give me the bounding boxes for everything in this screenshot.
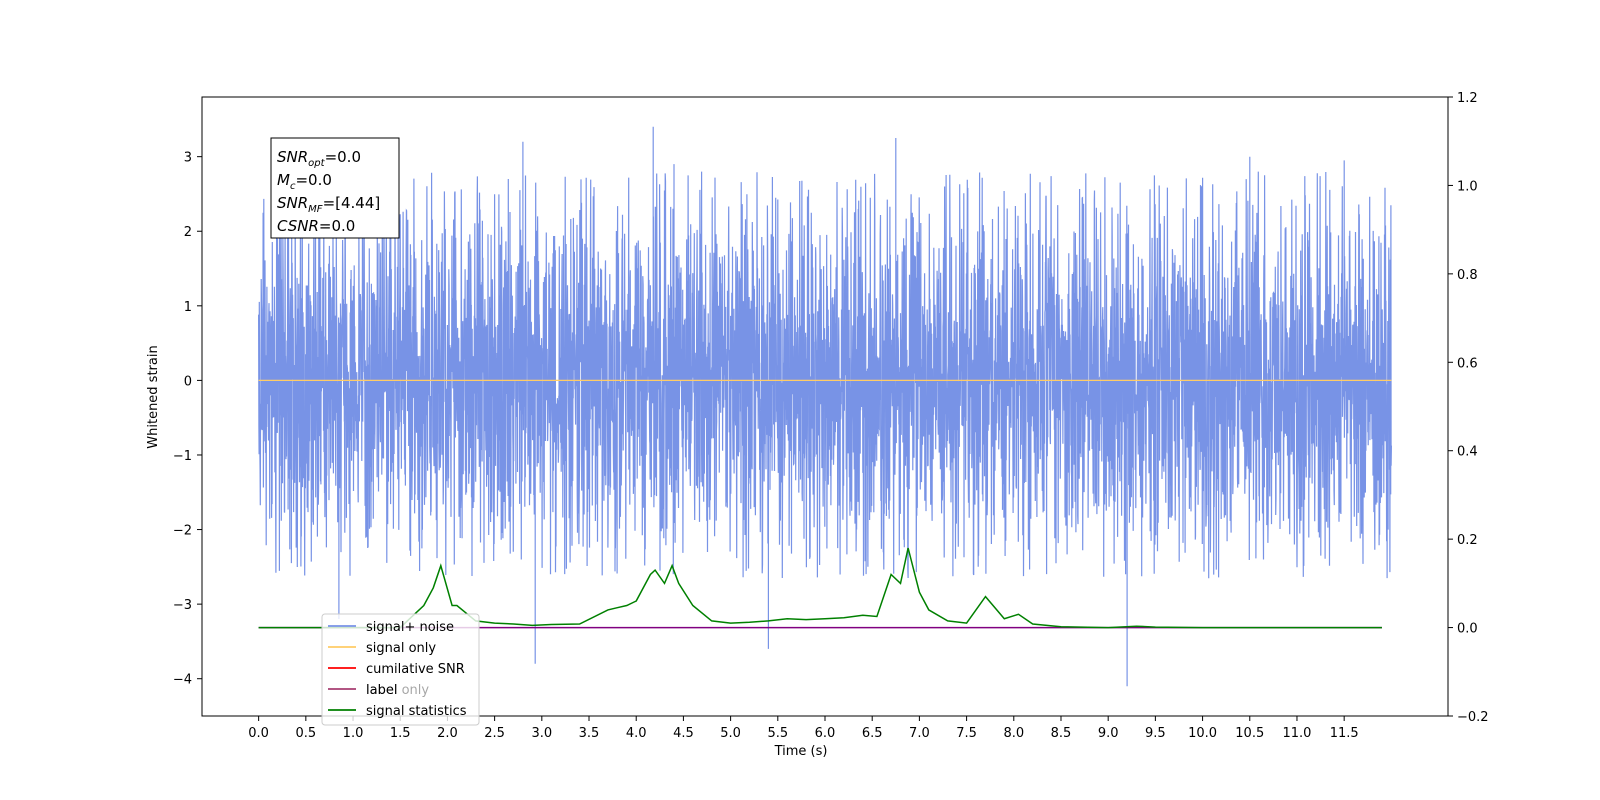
y2-tick-label: 1.0 bbox=[1457, 179, 1478, 194]
x-tick-label: 4.0 bbox=[626, 726, 647, 741]
x-tick-label: 10.0 bbox=[1188, 726, 1217, 741]
y-tick-label: 3 bbox=[184, 151, 192, 166]
y-tick-label: −2 bbox=[173, 524, 192, 539]
x-tick-label: 5.0 bbox=[720, 726, 741, 741]
y2-tick-label: 0.8 bbox=[1457, 268, 1478, 283]
x-tick-label: 0.0 bbox=[248, 726, 269, 741]
legend-item: cumilative SNR bbox=[328, 662, 465, 677]
y2-tick-label: 1.2 bbox=[1457, 91, 1478, 106]
x-tick-label: 9.5 bbox=[1145, 726, 1166, 741]
legend: signal+ noise signal only cumilative SNR la… bbox=[321, 613, 480, 726]
legend-label: signal+ noise bbox=[366, 620, 454, 635]
x-tick-label: 6.0 bbox=[815, 726, 836, 741]
info-line: CSNR=0.0 bbox=[277, 217, 355, 235]
x-tick-label: 11.0 bbox=[1282, 726, 1311, 741]
x-tick-label: 9.0 bbox=[1098, 726, 1119, 741]
x-tick-label: 5.5 bbox=[767, 726, 788, 741]
legend-label: label bbox=[366, 683, 397, 698]
x-tick-label: 8.0 bbox=[1003, 726, 1024, 741]
y-tick-label: −1 bbox=[173, 449, 192, 464]
x-tick-label: 1.0 bbox=[343, 726, 364, 741]
y2-tick-label: 0.4 bbox=[1457, 445, 1478, 460]
info-line: SNRMF=[4.44] bbox=[277, 194, 380, 215]
y-tick-label: −4 bbox=[173, 673, 192, 688]
info-line: SNRopt=0.0 bbox=[277, 148, 361, 169]
plot-area bbox=[258, 126, 1392, 687]
legend-label: signal only bbox=[366, 641, 436, 656]
legend-label: signal statistics bbox=[366, 704, 467, 719]
x-tick-label: 3.5 bbox=[579, 726, 600, 741]
legend-item: signal+ noise bbox=[328, 620, 454, 635]
series-signal-noise bbox=[258, 126, 1392, 687]
legend-item: signal only bbox=[328, 641, 436, 656]
x-tick-label: 8.5 bbox=[1051, 726, 1072, 741]
series-signal-statistics bbox=[258, 547, 1382, 629]
x-tick-label: 10.5 bbox=[1235, 726, 1264, 741]
y-tick-label: 2 bbox=[184, 225, 192, 240]
x-tick-label: 4.5 bbox=[673, 726, 694, 741]
y-tick-label: 0 bbox=[184, 374, 192, 389]
legend-label: label only bbox=[366, 683, 429, 698]
y2-tick-label: 0.6 bbox=[1457, 356, 1478, 371]
legend-item: label only bbox=[328, 683, 429, 698]
legend-frame bbox=[321, 613, 480, 726]
legend-item: signal statistics bbox=[328, 704, 467, 719]
x-tick-label: 3.0 bbox=[531, 726, 552, 741]
x-tick-label: 7.5 bbox=[956, 726, 977, 741]
x-tick-label: 1.5 bbox=[390, 726, 411, 741]
x-tick-label: 7.0 bbox=[909, 726, 930, 741]
axes: 0.0 0.5 1.0 1.5 2.0 2.5 3.0 3.5 4.0 4.5 5.0 5.5 6.0 6… bbox=[173, 91, 1489, 741]
x-tick-label: 2.5 bbox=[484, 726, 505, 741]
info-box-frame bbox=[270, 137, 400, 239]
y-tick-label: −3 bbox=[173, 598, 192, 613]
x-tick-label: 0.5 bbox=[295, 726, 316, 741]
x-tick-label: 11.5 bbox=[1330, 726, 1359, 741]
x-axis-label: Time (s) bbox=[774, 744, 828, 759]
x-tick-label: 2.0 bbox=[437, 726, 458, 741]
y2-tick-label: 0.0 bbox=[1457, 622, 1478, 637]
y2-tick-label: 0.2 bbox=[1457, 533, 1478, 548]
info-line: Mc=0.0 bbox=[277, 171, 332, 192]
y-axis-label: Whitened strain bbox=[146, 345, 161, 448]
y-tick-label: 1 bbox=[184, 300, 192, 315]
y2-tick-label: −0.2 bbox=[1457, 710, 1489, 725]
x-tick-label: 6.5 bbox=[862, 726, 883, 741]
legend-item: label bbox=[328, 683, 397, 698]
legend-label: cumilative SNR bbox=[366, 662, 465, 677]
